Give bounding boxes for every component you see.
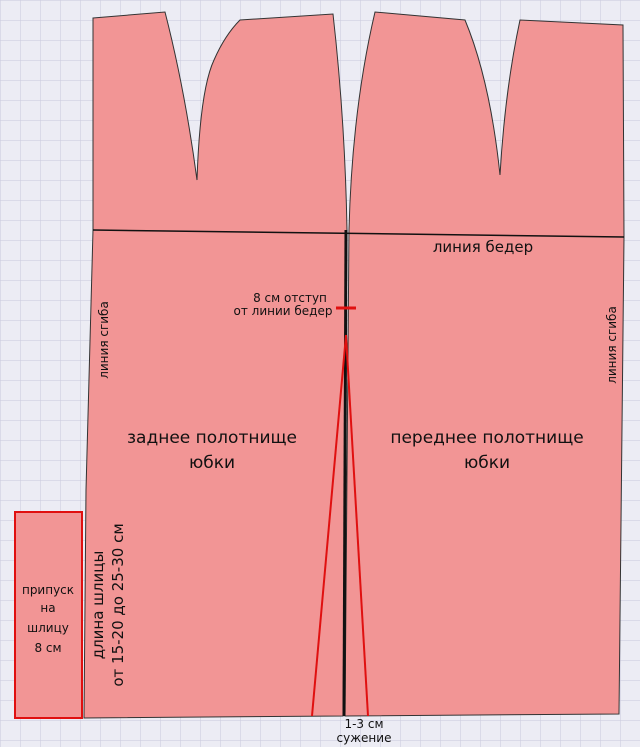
back-panel bbox=[83, 11, 348, 719]
offset-label: 8 см отступ bbox=[253, 291, 327, 305]
slit-line bbox=[311, 334, 347, 717]
center-line bbox=[342, 229, 348, 717]
hip-line bbox=[92, 229, 625, 238]
narrowing-label: 1-3 см bbox=[344, 717, 383, 731]
panel-label: юбки bbox=[189, 453, 235, 473]
hip-line-label: линия бедер bbox=[433, 238, 533, 256]
panel-label: юбки bbox=[464, 453, 510, 473]
allowance-label: припуск bbox=[22, 583, 74, 597]
offset-label: от линии бедер bbox=[234, 304, 333, 318]
fold-label: линия сгиба bbox=[605, 306, 619, 384]
slit-length-label: длина шлицы bbox=[89, 551, 107, 660]
panel-label: переднее полотнище bbox=[390, 428, 583, 448]
slit-allowance bbox=[14, 511, 83, 719]
slit-line bbox=[345, 334, 369, 717]
allowance-label: 8 см bbox=[34, 641, 61, 655]
narrowing-label: сужение bbox=[337, 731, 392, 745]
slit-length-label: от 15-20 до 25-30 см bbox=[109, 523, 127, 686]
fold-label: линия сгиба bbox=[97, 301, 111, 379]
front-panel bbox=[344, 11, 625, 717]
panel-label: заднее полотнище bbox=[127, 428, 297, 448]
allowance-label: шлицу bbox=[27, 621, 69, 635]
allowance-label: на bbox=[40, 601, 55, 615]
